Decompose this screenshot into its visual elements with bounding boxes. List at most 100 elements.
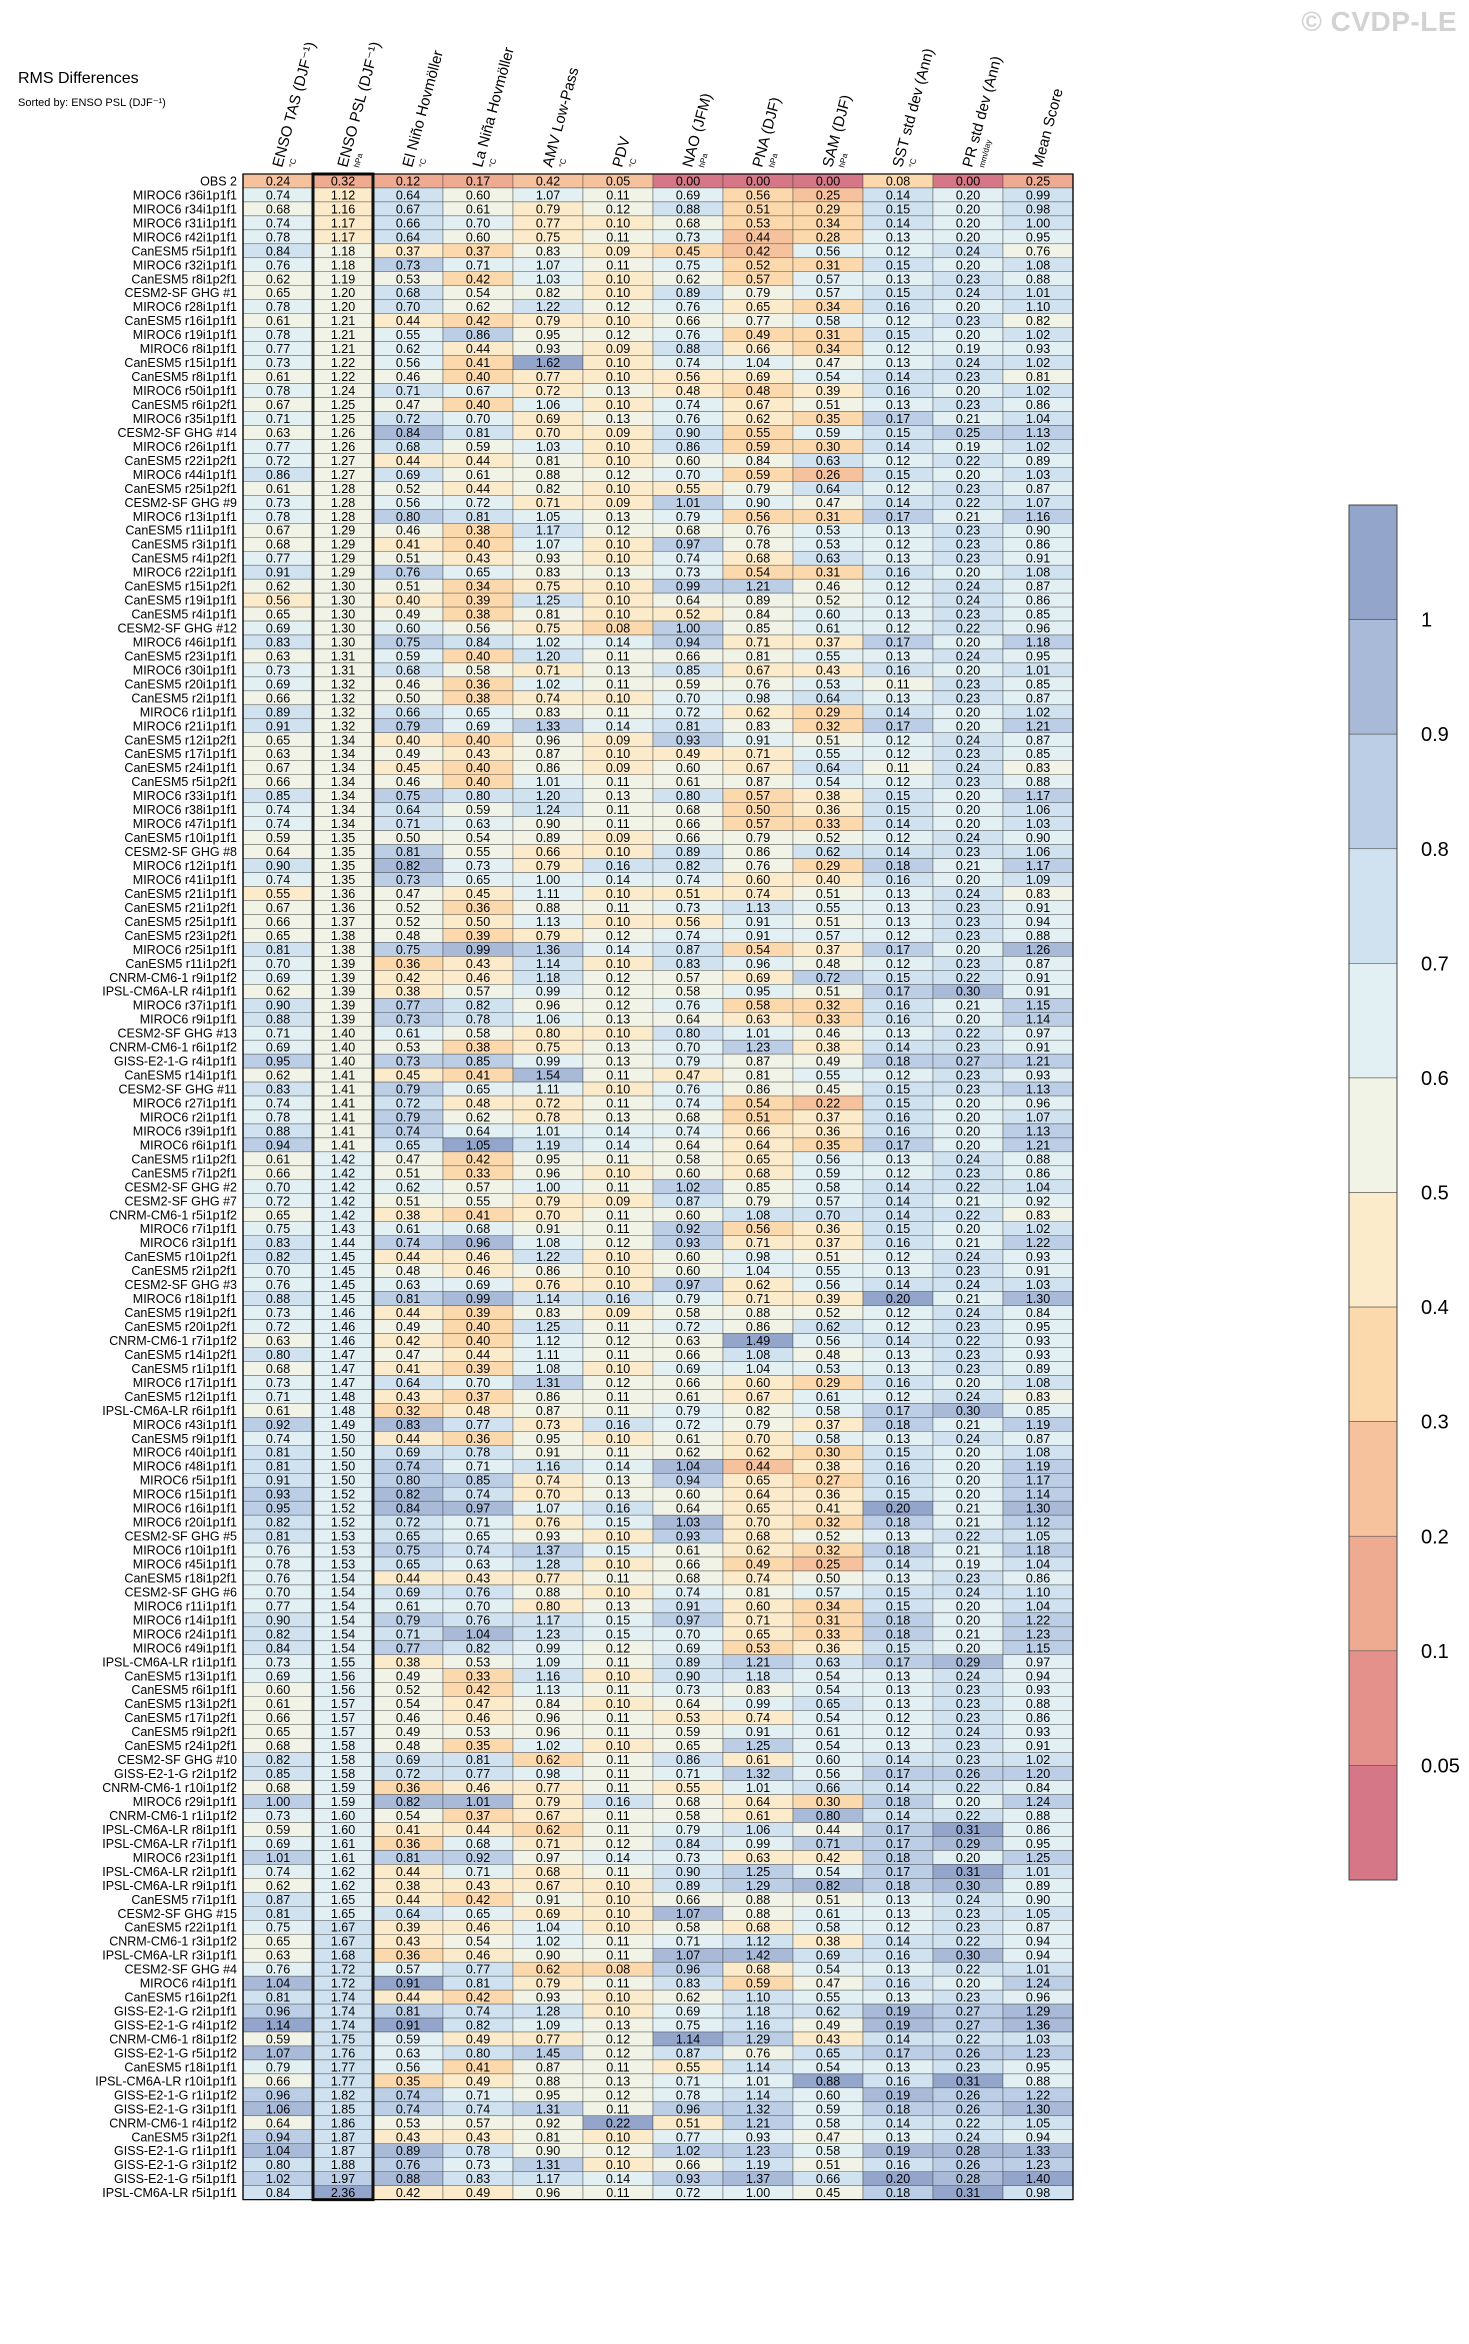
cell-value: 0.45 (676, 244, 700, 258)
cell-value: 0.61 (676, 775, 700, 789)
cell-value: 0.82 (396, 859, 420, 873)
cell-value: 0.82 (266, 1753, 290, 1767)
cell-value: 0.89 (536, 831, 560, 845)
cell-value: 1.19 (1026, 1460, 1050, 1474)
cell-value: 0.73 (536, 1418, 560, 1432)
cell-value: 0.95 (536, 1152, 560, 1166)
cell-value: 1.21 (331, 314, 355, 328)
cell-value: 0.17 (886, 510, 910, 524)
cell-value: 0.43 (466, 957, 490, 971)
cell-value: 0.15 (886, 258, 910, 272)
cell-value: 0.75 (676, 258, 700, 272)
cell-value: 0.54 (816, 370, 840, 384)
cell-value: 0.90 (746, 496, 770, 510)
row-label: MIROC6 r17i1p1f1 (133, 1376, 237, 1390)
cell-value: 1.18 (746, 2005, 770, 2019)
cell-value: 0.56 (746, 510, 770, 524)
cell-value: 1.03 (1026, 1278, 1050, 1292)
cell-value: 0.82 (816, 1879, 840, 1893)
cell-value: 0.18 (886, 1418, 910, 1432)
cell-value: 0.46 (396, 775, 420, 789)
cell-value: 0.82 (536, 286, 560, 300)
cell-value: 1.60 (331, 1809, 355, 1823)
cell-value: 0.54 (816, 2060, 840, 2074)
cell-value: 0.20 (956, 216, 980, 230)
column-header: ENSO TAS (DJF⁻¹) (269, 40, 319, 169)
cell-value: 0.71 (466, 2088, 490, 2102)
cell-value: 0.38 (396, 985, 420, 999)
cell-value: 0.40 (466, 775, 490, 789)
cell-value: 0.25 (1026, 174, 1050, 188)
cell-value: 0.62 (746, 1446, 770, 1460)
cell-value: 0.51 (816, 2158, 840, 2172)
cell-value: 0.71 (746, 1292, 770, 1306)
row-label: MIROC6 r1i1p1f1 (140, 705, 237, 719)
cell-value: 0.67 (396, 202, 420, 216)
cell-value: 0.78 (266, 328, 290, 342)
row-label: MIROC6 r48i1p1f1 (133, 1460, 237, 1474)
cell-value: 0.68 (266, 1781, 290, 1795)
cell-value: 1.09 (536, 2019, 560, 2033)
cell-value: 0.89 (676, 1655, 700, 1669)
cell-value: 0.23 (956, 1264, 980, 1278)
cell-value: 1.02 (1026, 705, 1050, 719)
row-label: CanESM5 r24i1p2f1 (124, 1739, 237, 1753)
cell-value: 0.10 (606, 1697, 630, 1711)
cell-value: 0.53 (816, 1362, 840, 1376)
column-unit: hPa (837, 152, 850, 169)
cell-value: 0.97 (676, 538, 700, 552)
cell-value: 0.30 (956, 1879, 980, 1893)
cell-value: 0.55 (676, 2060, 700, 2074)
cell-value: 1.41 (331, 1083, 355, 1097)
cell-value: 0.55 (816, 1069, 840, 1083)
cell-value: 0.88 (1026, 929, 1050, 943)
cell-value: 0.10 (606, 370, 630, 384)
cell-value: 0.80 (536, 1599, 560, 1613)
cell-value: 0.76 (266, 1963, 290, 1977)
cell-value: 1.18 (536, 971, 560, 985)
cell-value: 0.36 (816, 803, 840, 817)
cell-value: 0.72 (816, 971, 840, 985)
cell-value: 0.20 (956, 943, 980, 957)
cell-value: 0.78 (266, 300, 290, 314)
cell-value: 1.54 (331, 1599, 355, 1613)
column-unit: °C (417, 157, 428, 168)
cell-value: 0.84 (536, 1697, 560, 1711)
row-label: MIROC6 r21i1p1f1 (133, 719, 237, 733)
cell-value: 0.15 (886, 803, 910, 817)
cell-value: 0.11 (606, 1711, 629, 1725)
cell-value: 0.93 (1026, 342, 1050, 356)
cell-value: 1.07 (536, 1502, 560, 1516)
cell-value: 0.58 (816, 1404, 840, 1418)
cell-value: 0.79 (536, 1977, 560, 1991)
cell-value: 0.71 (676, 1767, 700, 1781)
cell-value: 1.40 (331, 1055, 355, 1069)
cell-value: 0.53 (746, 1641, 770, 1655)
cell-value: 1.22 (1026, 1613, 1050, 1627)
cell-value: 0.78 (266, 1110, 290, 1124)
cell-value: 0.15 (606, 1627, 630, 1641)
cell-value: 0.15 (886, 1083, 910, 1097)
cell-value: 0.20 (956, 1977, 980, 1991)
cell-value: 1.39 (331, 985, 355, 999)
cell-value: 0.14 (886, 845, 910, 859)
cell-value: 0.61 (466, 468, 490, 482)
cell-value: 0.81 (396, 845, 420, 859)
cell-value: 0.76 (266, 1278, 290, 1292)
cell-value: 0.24 (956, 1306, 980, 1320)
cell-value: 0.11 (606, 1977, 629, 1991)
cell-value: 0.51 (676, 2116, 700, 2130)
cell-value: 0.67 (746, 761, 770, 775)
cell-value: 0.69 (676, 1641, 700, 1655)
cell-value: 0.23 (956, 272, 980, 286)
cell-value: 0.88 (1026, 775, 1050, 789)
cell-value: 0.61 (396, 1222, 420, 1236)
cell-value: 0.61 (676, 1432, 700, 1446)
cell-value: 0.10 (606, 1530, 630, 1544)
cell-value: 0.56 (396, 356, 420, 370)
cell-value: 0.22 (956, 1781, 980, 1795)
cell-value: 1.42 (746, 1949, 770, 1963)
column-header: ENSO PSL (DJF⁻¹) (334, 40, 384, 169)
cell-value: 1.20 (331, 286, 355, 300)
